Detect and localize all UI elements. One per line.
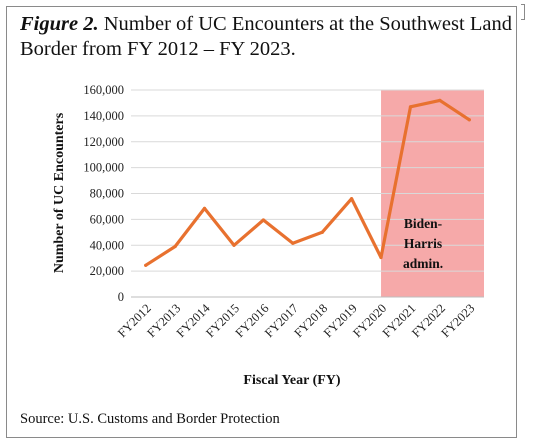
data-point	[379, 255, 383, 260]
x-axis-label: Fiscal Year (FY)	[243, 373, 341, 388]
data-point	[350, 197, 354, 201]
figure-title: Figure 2. Number of UC Encounters at the…	[20, 12, 515, 62]
highlight-label-line: Biden-	[404, 216, 442, 231]
highlight-label-line: admin.	[403, 256, 443, 271]
y-tick-label: 80,000	[90, 187, 124, 201]
data-point	[173, 244, 177, 249]
y-tick-label: 100,000	[83, 161, 124, 175]
y-tick-labels: 0 20,000 40,000 60,000 80,000 100,000 120,000 1…	[83, 83, 124, 304]
annotation-layer: Biden- Harris admin.	[403, 216, 443, 271]
y-tick-label: 0	[118, 290, 124, 304]
data-point	[261, 218, 265, 222]
y-tick-label: 40,000	[90, 238, 124, 252]
x-tick-labels: FY2012FY2013FY2014FY2015FY2016FY2017FY20…	[115, 301, 477, 340]
y-tick-label: 160,000	[83, 83, 124, 97]
y-axis-label: Number of UC Encounters	[52, 112, 67, 273]
series-layer	[144, 98, 471, 267]
y-tick-label: 120,000	[83, 135, 124, 149]
grid-layer	[131, 89, 484, 298]
data-point	[408, 105, 413, 109]
figure-title-text: Number of UC Encounters at the Southwest…	[20, 13, 512, 60]
highlight-label-line: Harris	[404, 236, 442, 251]
source-note: Source: U.S. Customs and Border Protecti…	[20, 411, 280, 427]
x-tick-label: FY2023	[439, 301, 478, 340]
corner-mark	[521, 4, 525, 20]
data-point	[467, 118, 471, 122]
figure-label: Figure 2.	[20, 13, 99, 35]
data-point	[202, 206, 207, 210]
data-point	[144, 263, 148, 267]
y-tick-label: 60,000	[90, 212, 124, 226]
data-point	[232, 243, 236, 247]
data-point	[291, 241, 295, 245]
data-point	[438, 98, 442, 102]
y-tick-label: 140,000	[83, 109, 124, 123]
series-line	[144, 98, 471, 267]
data-point	[320, 230, 324, 234]
y-tick-label: 20,000	[90, 264, 124, 278]
